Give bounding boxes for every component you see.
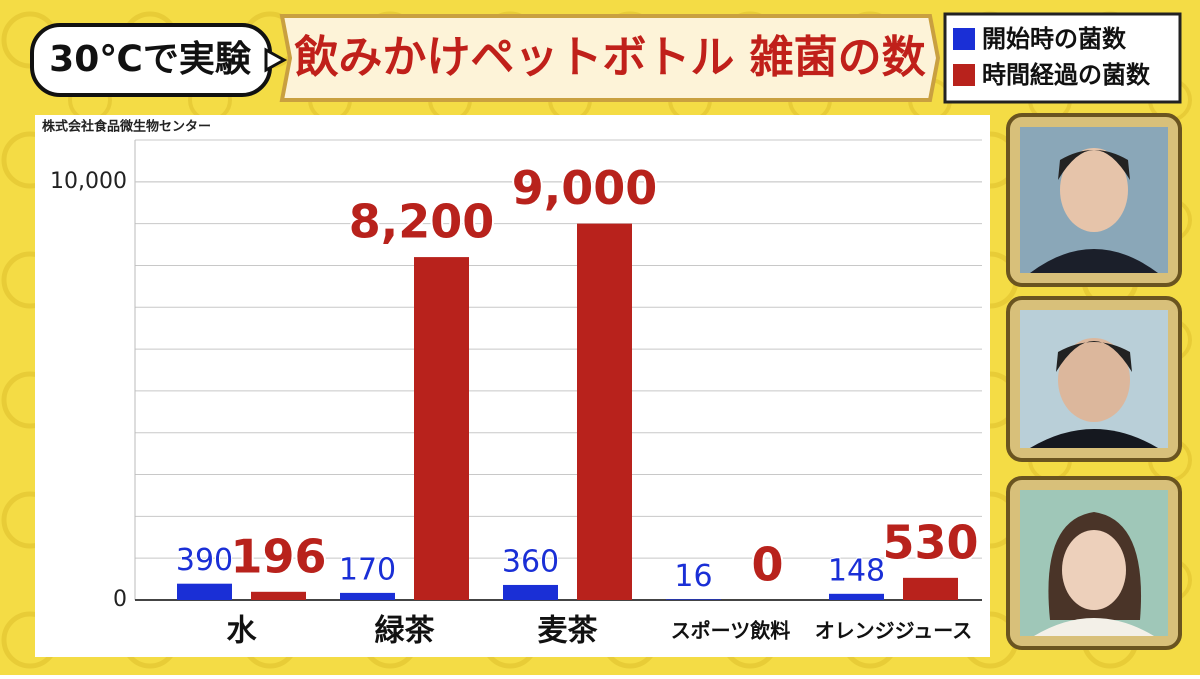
legend-box <box>943 12 1182 104</box>
value-label: 148 <box>828 553 885 588</box>
header-badge: 30℃で実験 <box>30 23 288 97</box>
bar <box>829 593 884 600</box>
presenter-3 <box>1006 476 1182 650</box>
chart-title: 飲みかけペットボトル 雑菌の数 <box>294 32 925 83</box>
value-label: 0 <box>751 538 783 592</box>
x-tick-label: オレンジジュース <box>815 619 973 643</box>
bar <box>666 599 721 600</box>
bar <box>414 257 469 600</box>
value-label: 390 <box>176 543 233 578</box>
x-tick-label: 緑茶 <box>375 614 436 649</box>
bar <box>340 592 395 600</box>
bar <box>577 223 632 601</box>
bar <box>251 591 306 600</box>
presenter-frames <box>1006 113 1182 650</box>
source: 株式会社食品微生物センター <box>42 119 211 135</box>
x-tick-label: 麦茶 <box>538 614 599 649</box>
value-label: 196 <box>230 529 326 583</box>
chart-panel <box>35 115 990 657</box>
bar <box>503 584 558 600</box>
presenter-1 <box>1006 113 1182 287</box>
y-tick-label: 10,000 <box>50 169 127 194</box>
legend-label: 時間経過の菌数 <box>982 61 1151 89</box>
value-label: 9,000 <box>512 161 658 215</box>
value-label: 8,200 <box>349 195 495 249</box>
bar <box>903 577 958 600</box>
legend-swatch <box>953 28 975 50</box>
value-label: 16 <box>674 559 712 594</box>
presenter-2 <box>1006 296 1182 462</box>
x-tick-label: スポーツ飲料 <box>671 619 791 643</box>
title-banner: 飲みかけペットボトル 雑菌の数 <box>279 14 941 102</box>
value-label: 170 <box>339 552 396 587</box>
legend-swatch <box>953 64 975 86</box>
legend-label: 開始時の菌数 <box>982 25 1127 53</box>
bar <box>177 583 232 600</box>
x-tick-label: 水 <box>227 614 258 649</box>
value-label: 530 <box>882 515 978 569</box>
header-text: 30℃で実験 <box>49 39 252 80</box>
value-label: 360 <box>502 544 559 579</box>
y-tick-label: 0 <box>113 587 127 612</box>
